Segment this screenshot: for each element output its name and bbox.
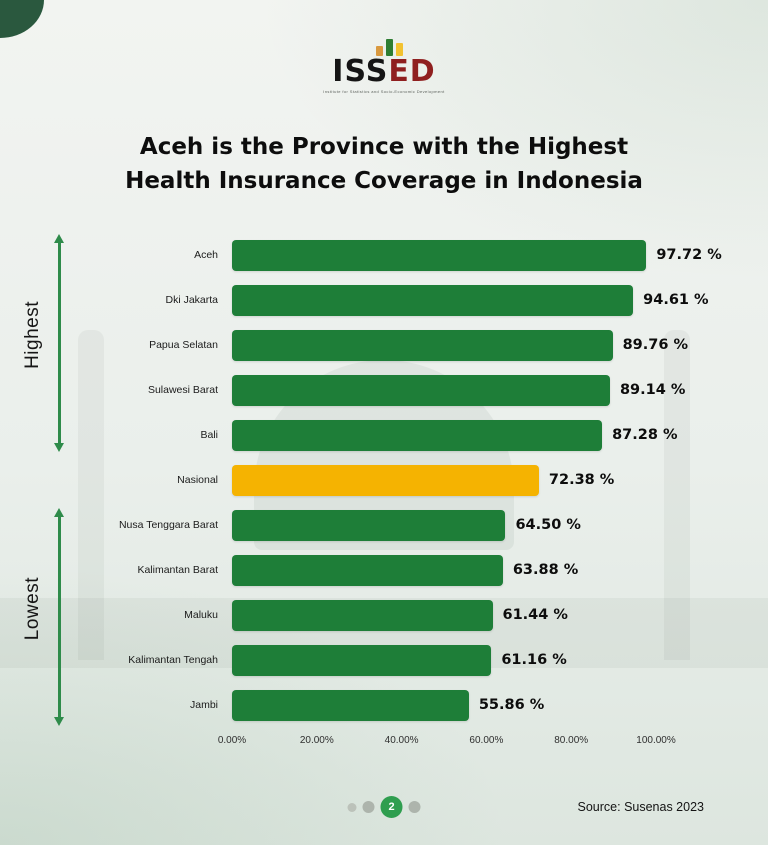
bar-track: 61.16 % — [232, 638, 656, 683]
logo-bar-yellow — [395, 43, 403, 56]
highest-arrow-icon — [54, 233, 63, 452]
chart-row: Nasional 72.38 % — [96, 458, 656, 503]
logo-tagline: Institute for Statistics and Socio-Econo… — [323, 88, 445, 94]
bar — [232, 419, 603, 451]
logo-text-secondary: ED — [388, 54, 436, 89]
bar-track: 63.88 % — [232, 548, 656, 593]
bar-value-label: 72.38 % — [548, 472, 615, 488]
lowest-arrow-icon — [54, 507, 63, 726]
bar-track: 55.86 % — [232, 683, 656, 728]
bar — [232, 689, 469, 721]
bar-category-label: Nasional — [177, 474, 218, 486]
source-text: Source: Susenas 2023 — [577, 800, 704, 814]
pagination-dot[interactable] — [408, 801, 421, 813]
chart-row: Maluku 61.44 % — [96, 593, 656, 638]
bar — [232, 599, 493, 631]
x-axis-tick: 20.00% — [299, 734, 334, 746]
x-axis: 0.00% 20.00% 40.00% 60.00% 80.00% 100.00% — [218, 732, 676, 754]
logo-text-primary: ISS — [332, 54, 389, 89]
bar — [232, 329, 613, 361]
bar-value-label: 64.50 % — [515, 517, 581, 533]
bar-value-label: 89.76 % — [622, 337, 689, 353]
chart-row: Bali 87.28 % — [96, 413, 678, 458]
bar-track: 97.72 % — [232, 233, 722, 278]
chart-row: Aceh 97.72 % — [96, 233, 722, 278]
logo-bar-orange — [375, 46, 383, 56]
chart-row: Sulawesi Barat 89.14 % — [96, 368, 685, 413]
bar-value-label: 89.14 % — [619, 382, 686, 398]
x-axis-tick: 80.00% — [554, 734, 589, 746]
bar-category-label: Kalimantan Barat — [137, 564, 218, 576]
x-axis-tick: 60.00% — [469, 734, 504, 746]
bar-track: 64.50 % — [232, 503, 656, 548]
bar-category-label: Bali — [200, 429, 218, 441]
bar-value-label: 94.61 % — [643, 292, 709, 308]
x-axis-tick: 100.00% — [636, 734, 676, 746]
background-watermark-minaret — [664, 330, 690, 660]
chart-row: Kalimantan Tengah 61.16 % — [96, 638, 656, 683]
pagination-dot[interactable] — [362, 801, 375, 813]
bar-chart: Highest Lowest Aceh 97.72 % Dki Jakarta 94.… — [22, 233, 722, 754]
chart-title-line2: Health Insurance Coverage in Indonesia — [125, 168, 643, 194]
chart-row: Kalimantan Barat 63.88 % — [96, 548, 656, 593]
bar-track: 87.28 % — [232, 413, 678, 458]
bar-highlight — [232, 464, 539, 496]
bar-category-label: Aceh — [194, 249, 218, 261]
logo-bar-green — [385, 39, 393, 56]
bar-value-label: 61.16 % — [501, 652, 567, 668]
group-arrow-zone: Highest Lowest — [16, 233, 96, 728]
bar-category-label: Kalimantan Tengah — [128, 654, 218, 666]
bar-track: 72.38 % — [232, 458, 656, 503]
chart-row: Dki Jakarta 94.61 % — [96, 278, 709, 323]
bar-value-label: 63.88 % — [512, 562, 579, 578]
bar-category-label: Maluku — [184, 609, 218, 621]
logo-text: ISSED — [0, 56, 768, 88]
bar — [232, 644, 492, 676]
chart-title: Aceh is the Province with the Highest He… — [0, 130, 768, 199]
bar-category-label: Dki Jakarta — [165, 294, 218, 306]
chart-row: Jambi 55.86 % — [96, 683, 656, 728]
bar — [232, 284, 634, 316]
bar-track: 89.76 % — [232, 323, 688, 368]
chart-rows: Aceh 97.72 % Dki Jakarta 94.61 % Papua Selat… — [96, 233, 722, 728]
bar — [232, 239, 647, 271]
bar-category-label: Papua Selatan — [149, 339, 218, 351]
bar — [232, 509, 506, 541]
bar — [232, 554, 503, 586]
bar-track: 89.14 % — [232, 368, 685, 413]
bar-value-label: 61.44 % — [502, 607, 568, 623]
bar-track: 94.61 % — [232, 278, 709, 323]
bar-value-label: 97.72 % — [656, 247, 722, 263]
bar-track: 61.44 % — [232, 593, 656, 638]
chart-row: Nusa Tenggara Barat 64.50 % — [96, 503, 656, 548]
logo-bars-icon — [10, 38, 768, 56]
pagination: 2 — [347, 796, 421, 818]
bar-value-label: 55.86 % — [478, 697, 545, 713]
bar-category-label: Jambi — [189, 699, 218, 711]
bar-category-label: Nusa Tenggara Barat — [118, 519, 218, 531]
x-axis-tick: 40.00% — [384, 734, 419, 746]
bar — [232, 374, 610, 406]
group-label-lowest: Lowest — [22, 576, 43, 640]
x-axis-tick: 0.00% — [217, 734, 247, 746]
chart-row: Papua Selatan 89.76 % — [96, 323, 688, 368]
group-label-highest: Highest — [22, 300, 43, 369]
pagination-dot[interactable] — [347, 802, 357, 812]
chart-title-line1: Aceh is the Province with the Highest — [139, 133, 629, 160]
bar-value-label: 87.28 % — [612, 427, 678, 443]
issed-logo: ISSED Institute for Statistics and Socio… — [0, 0, 768, 94]
bar-category-label: Sulawesi Barat — [147, 384, 218, 396]
pagination-active-dot[interactable]: 2 — [380, 796, 403, 818]
footer: 2 Source: Susenas 2023 — [0, 795, 768, 819]
